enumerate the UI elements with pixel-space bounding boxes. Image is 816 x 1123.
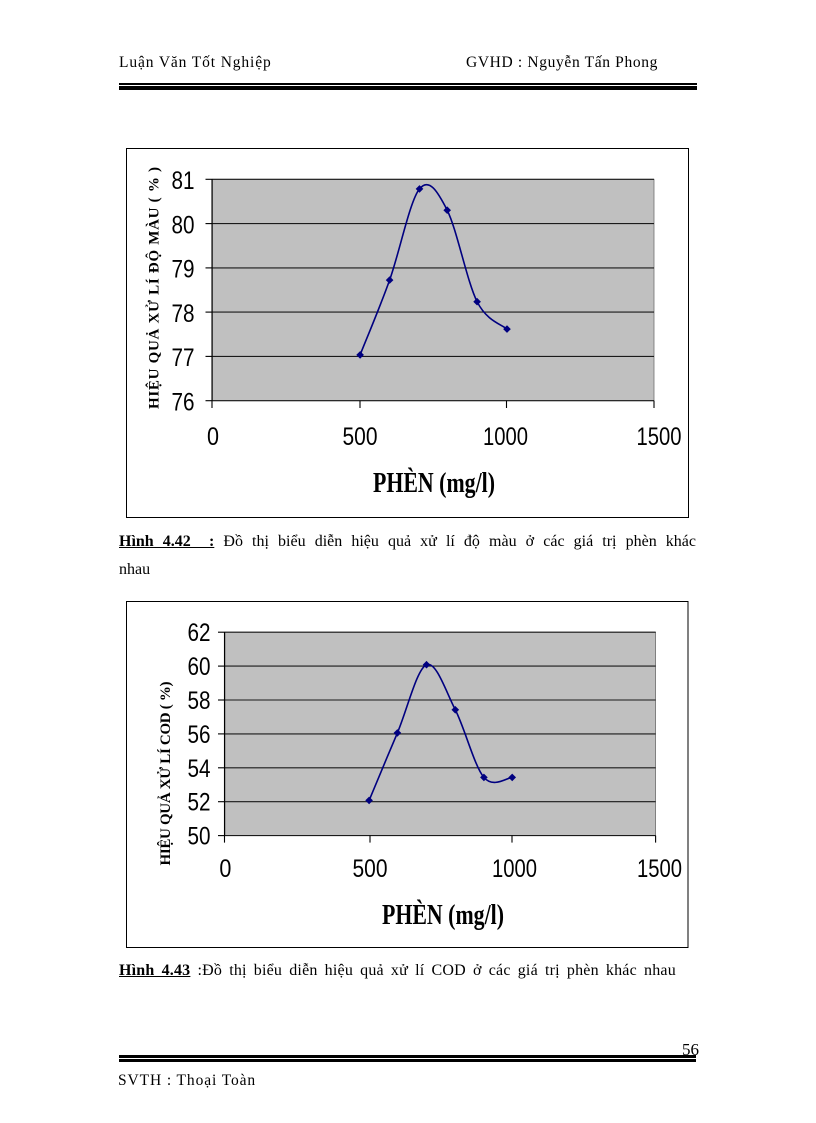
svg-text:1500: 1500 <box>637 423 682 451</box>
svg-text:58: 58 <box>188 687 211 715</box>
svg-text:62: 62 <box>188 619 211 647</box>
svg-text:54: 54 <box>188 755 211 783</box>
svg-text:56: 56 <box>188 721 211 749</box>
svg-text:1500: 1500 <box>637 855 682 883</box>
svg-text:1000: 1000 <box>483 423 528 451</box>
svg-text:PHÈN (mg/l): PHÈN (mg/l) <box>373 466 495 499</box>
svg-text:0: 0 <box>207 423 219 451</box>
svg-text:PHÈN (mg/l): PHÈN (mg/l) <box>382 898 504 931</box>
svg-text:0: 0 <box>219 855 231 883</box>
svg-text:81: 81 <box>172 167 195 195</box>
svg-text:77: 77 <box>172 344 195 372</box>
svg-text:1000: 1000 <box>492 855 537 883</box>
svg-text:78: 78 <box>172 300 195 328</box>
svg-text:76: 76 <box>172 388 195 416</box>
svg-text:HIỆU QUẢ XỬ LÍ ĐỘ MÀU ( % ): HIỆU QUẢ XỬ LÍ ĐỘ MÀU ( % ) <box>146 167 163 409</box>
svg-text:80: 80 <box>172 211 195 239</box>
svg-text:500: 500 <box>353 855 388 883</box>
svg-text:52: 52 <box>188 789 211 817</box>
svg-text:500: 500 <box>343 423 378 451</box>
svg-text:50: 50 <box>188 823 211 851</box>
svg-text:60: 60 <box>188 653 211 681</box>
svg-text:HIỆU QUẢ XỬ LÍ COD ( %): HIỆU QUẢ XỬ LÍ COD ( %) <box>157 682 174 866</box>
svg-text:79: 79 <box>172 256 195 284</box>
